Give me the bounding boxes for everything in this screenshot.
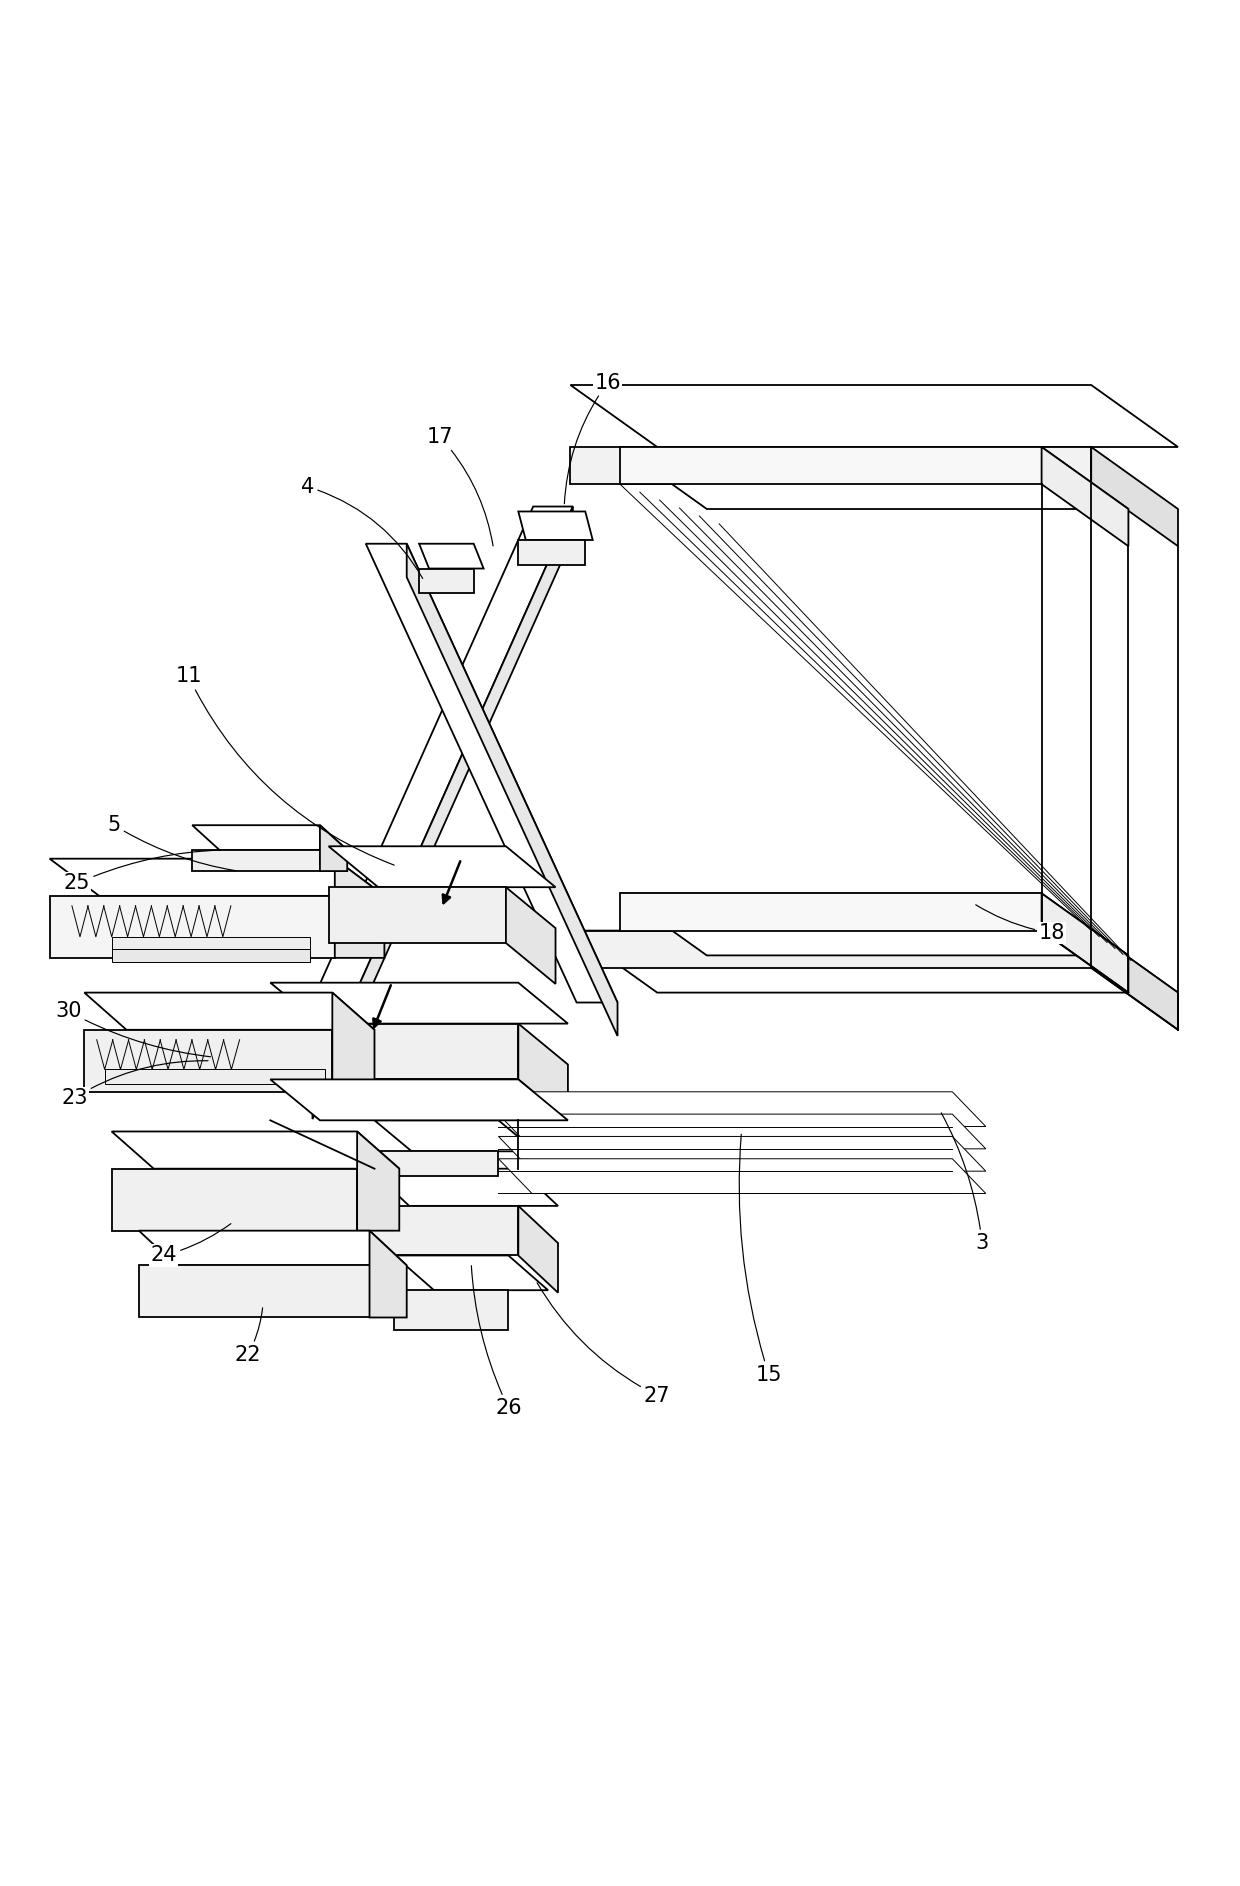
Polygon shape: [50, 858, 384, 896]
Text: 3: 3: [941, 1113, 988, 1252]
Polygon shape: [312, 507, 573, 1118]
Polygon shape: [270, 983, 568, 1024]
Polygon shape: [570, 385, 1178, 447]
Polygon shape: [620, 447, 1128, 509]
Text: 23: 23: [61, 1060, 208, 1107]
Polygon shape: [1091, 447, 1178, 547]
Text: 4: 4: [301, 477, 423, 579]
Polygon shape: [139, 1232, 407, 1266]
Polygon shape: [50, 896, 335, 958]
Text: 17: 17: [427, 426, 494, 545]
Polygon shape: [192, 826, 347, 851]
Polygon shape: [320, 826, 347, 871]
Polygon shape: [112, 949, 310, 962]
Text: 15: 15: [739, 1133, 782, 1384]
Polygon shape: [1042, 894, 1128, 992]
Polygon shape: [570, 447, 1091, 485]
Polygon shape: [498, 1137, 986, 1171]
Text: 30: 30: [55, 1001, 211, 1056]
Polygon shape: [394, 1290, 508, 1330]
Polygon shape: [498, 1115, 986, 1149]
Polygon shape: [357, 1132, 399, 1232]
Polygon shape: [370, 1205, 518, 1256]
Polygon shape: [1091, 930, 1178, 1030]
Polygon shape: [112, 1169, 357, 1232]
Polygon shape: [620, 894, 1042, 930]
Polygon shape: [498, 1158, 986, 1194]
Polygon shape: [394, 1256, 548, 1290]
Polygon shape: [192, 851, 320, 871]
Polygon shape: [506, 886, 556, 984]
Polygon shape: [518, 511, 593, 539]
Polygon shape: [329, 886, 506, 943]
Polygon shape: [419, 568, 474, 594]
Polygon shape: [620, 894, 1128, 956]
Text: 11: 11: [175, 666, 394, 866]
Polygon shape: [374, 1120, 536, 1150]
Polygon shape: [570, 930, 1091, 968]
Text: 5: 5: [108, 815, 236, 871]
Polygon shape: [518, 1024, 568, 1120]
Polygon shape: [139, 1266, 370, 1318]
Polygon shape: [498, 1092, 986, 1126]
Text: 16: 16: [564, 373, 621, 504]
Text: 22: 22: [234, 1307, 263, 1365]
Polygon shape: [370, 1169, 558, 1205]
Polygon shape: [407, 543, 618, 1035]
Polygon shape: [366, 543, 618, 1003]
Polygon shape: [329, 847, 556, 886]
Text: 24: 24: [150, 1224, 231, 1266]
Polygon shape: [273, 507, 573, 1090]
Polygon shape: [335, 858, 384, 958]
Polygon shape: [419, 543, 484, 568]
Polygon shape: [112, 1132, 399, 1169]
Polygon shape: [112, 937, 310, 949]
Polygon shape: [1042, 447, 1128, 547]
Polygon shape: [270, 1024, 518, 1079]
Polygon shape: [518, 1205, 558, 1292]
Polygon shape: [620, 447, 1042, 485]
Text: 26: 26: [471, 1266, 522, 1418]
Polygon shape: [374, 1150, 498, 1177]
Polygon shape: [84, 992, 374, 1030]
Text: 25: 25: [63, 851, 221, 894]
Polygon shape: [84, 1030, 332, 1092]
Polygon shape: [518, 539, 585, 564]
Polygon shape: [270, 1079, 568, 1120]
Polygon shape: [570, 930, 1178, 992]
Polygon shape: [105, 1069, 325, 1084]
Polygon shape: [370, 1232, 407, 1318]
Text: 27: 27: [537, 1282, 671, 1405]
Text: 18: 18: [976, 905, 1065, 943]
Polygon shape: [332, 992, 374, 1092]
